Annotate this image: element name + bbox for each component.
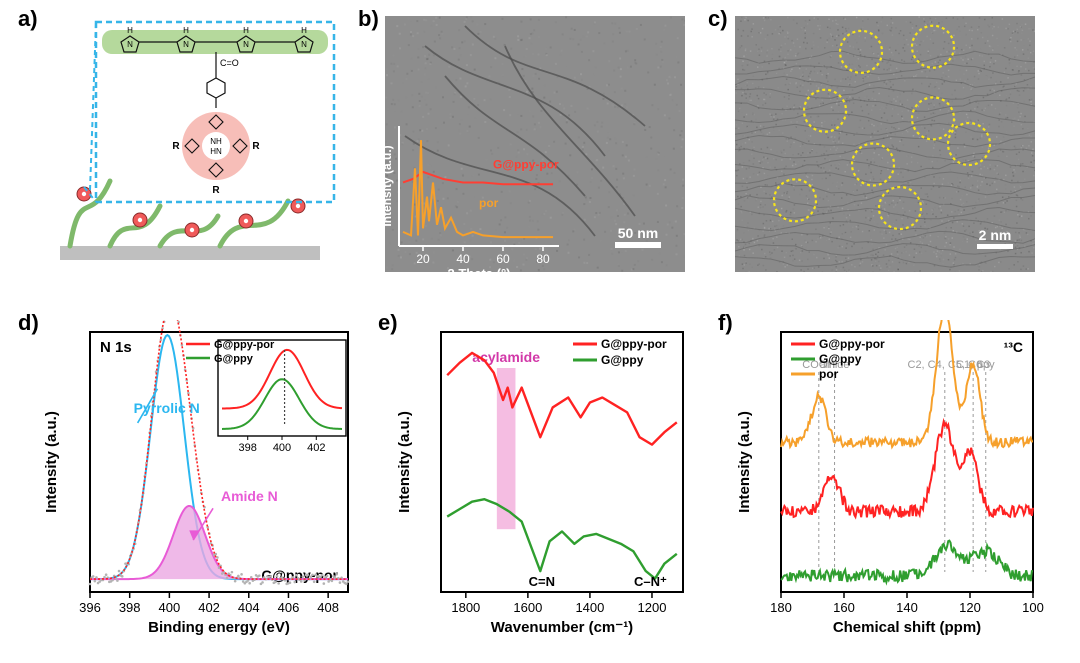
svg-text:Intensity (a.u.): Intensity (a.u.)	[396, 411, 413, 513]
svg-text:160: 160	[833, 600, 855, 615]
svg-text:Chemical shift (ppm): Chemical shift (ppm)	[833, 619, 981, 636]
svg-text:Intensity (a.u.): Intensity (a.u.)	[736, 411, 753, 513]
svg-text:60: 60	[496, 252, 510, 266]
svg-text:396: 396	[79, 600, 101, 615]
svg-text:Amide N: Amide N	[221, 488, 278, 504]
svg-text:C=N: C=N	[529, 574, 555, 589]
svg-text:140: 140	[896, 600, 918, 615]
svg-text:1200: 1200	[638, 600, 667, 615]
svg-text:404: 404	[238, 600, 260, 615]
svg-text:2 nm: 2 nm	[979, 227, 1012, 243]
svg-text:Wavenumber (cm⁻¹): Wavenumber (cm⁻¹)	[491, 619, 633, 636]
svg-text:40: 40	[456, 252, 470, 266]
svg-text:ppy: ppy	[977, 359, 995, 371]
svg-text:50 nm: 50 nm	[618, 225, 658, 241]
svg-text:por: por	[479, 196, 499, 210]
svg-text:N: N	[243, 40, 249, 49]
svg-text:G@ppy: G@ppy	[819, 352, 862, 366]
svg-text:G@ppy-por: G@ppy-por	[493, 157, 559, 171]
svg-text:H: H	[183, 26, 189, 35]
svg-text:N: N	[127, 40, 133, 49]
panel-e: 1800 1600 1400 1200 Wavenumber (cm⁻¹) Intensi…	[395, 320, 695, 640]
svg-text:1400: 1400	[575, 600, 604, 615]
panel-b: 50 nm 20 40 60 80 2 Theta (°) Intensity (a.u.)…	[385, 16, 685, 272]
svg-text:2 Theta (°): 2 Theta (°)	[448, 266, 511, 272]
svg-text:398: 398	[239, 442, 257, 454]
svg-text:C–N⁺: C–N⁺	[634, 574, 667, 589]
svg-text:100: 100	[1022, 600, 1044, 615]
panel-a-label: a)	[18, 6, 38, 32]
panel-c: 2 nm	[735, 16, 1035, 272]
panel-f: 180 160 140 120 100 Chemical shift (ppm) Inten…	[735, 320, 1045, 640]
svg-text:G@ppy: G@ppy	[601, 353, 644, 367]
svg-text:Intensity (a.u.): Intensity (a.u.)	[43, 411, 60, 513]
svg-text:Intensity (a.u.): Intensity (a.u.)	[385, 145, 394, 226]
panel-f-label: f)	[718, 310, 733, 336]
svg-text:H: H	[243, 26, 249, 35]
panel-c-label: c)	[708, 6, 728, 32]
svg-text:G@ppy-por: G@ppy-por	[601, 337, 667, 351]
svg-text:R: R	[252, 141, 260, 152]
svg-text:R: R	[172, 141, 180, 152]
panel-b-label: b)	[358, 6, 379, 32]
svg-text:1600: 1600	[513, 600, 542, 615]
svg-text:H: H	[127, 26, 133, 35]
svg-text:G@ppy-por: G@ppy-por	[819, 337, 885, 351]
svg-text:NH: NH	[210, 137, 222, 146]
svg-text:acylamide: acylamide	[472, 349, 540, 365]
svg-text:Binding energy (eV): Binding energy (eV)	[148, 619, 290, 636]
svg-text:402: 402	[198, 600, 220, 615]
svg-text:398: 398	[119, 600, 141, 615]
svg-text:H: H	[301, 26, 307, 35]
svg-text:C=O: C=O	[220, 58, 239, 68]
svg-text:¹³C: ¹³C	[1004, 339, 1023, 355]
svg-text:G@ppy: G@ppy	[214, 353, 254, 365]
panel-d: 396 398 400 402 404 406 408 Binding energy (eV)…	[40, 320, 360, 640]
svg-text:N: N	[301, 40, 307, 49]
svg-text:HN: HN	[210, 147, 222, 156]
svg-text:por: por	[819, 367, 839, 381]
svg-text:400: 400	[273, 442, 291, 454]
panel-a: NHNHNHNHC=ONHHNRRR	[40, 16, 340, 276]
svg-text:120: 120	[959, 600, 981, 615]
svg-text:20: 20	[416, 252, 430, 266]
svg-text:180: 180	[770, 600, 792, 615]
svg-text:402: 402	[307, 442, 325, 454]
svg-text:1800: 1800	[451, 600, 480, 615]
svg-text:R: R	[212, 185, 220, 196]
panel-d-label: d)	[18, 310, 39, 336]
svg-text:N 1s: N 1s	[100, 339, 132, 356]
svg-text:400: 400	[159, 600, 181, 615]
svg-text:N: N	[183, 40, 189, 49]
svg-text:80: 80	[536, 252, 550, 266]
svg-text:408: 408	[317, 600, 339, 615]
svg-text:406: 406	[278, 600, 300, 615]
svg-text:G@ppy-por: G@ppy-por	[214, 339, 275, 351]
